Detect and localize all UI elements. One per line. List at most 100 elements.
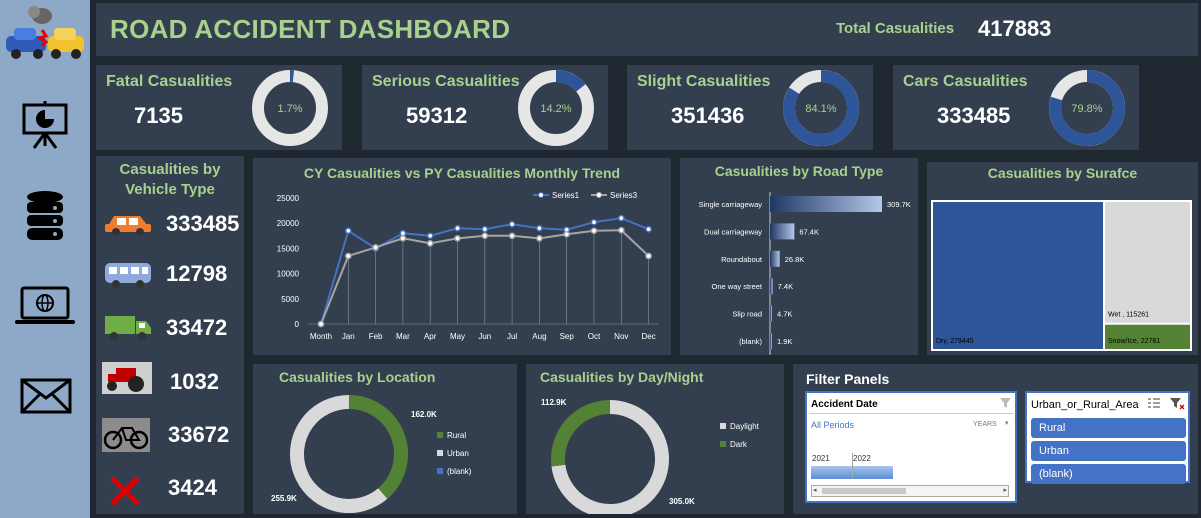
area-option-urban[interactable]: Urban bbox=[1031, 441, 1186, 461]
car-icon bbox=[105, 216, 151, 236]
tractor-icon bbox=[102, 362, 152, 394]
data-point bbox=[645, 225, 652, 233]
area-option-rural[interactable]: Rural bbox=[1031, 418, 1186, 438]
years-dropdown[interactable]: YEARS bbox=[973, 421, 997, 428]
data-point bbox=[508, 232, 516, 240]
presentation-icon[interactable] bbox=[20, 100, 70, 150]
kpi-donut-label: 14.2% bbox=[540, 103, 571, 115]
vehicle-value-car: 333485 bbox=[166, 211, 240, 236]
legend-label: (blank) bbox=[447, 467, 472, 476]
legend-swatch bbox=[437, 468, 443, 474]
data-label: 67.4K bbox=[799, 227, 819, 236]
legend-label: Urban bbox=[447, 449, 469, 458]
legend-marker bbox=[538, 192, 544, 198]
area-slicer[interactable]: Urban_or_Rural_Area Rural Urban (blank) bbox=[1025, 391, 1190, 484]
data-point bbox=[563, 230, 571, 238]
donut-slice-Rural bbox=[348, 395, 408, 499]
data-point bbox=[426, 240, 434, 247]
data-point bbox=[426, 232, 434, 240]
kpi-value: 59312 bbox=[406, 103, 468, 128]
filter-title: Filter Panels bbox=[806, 371, 890, 387]
multi-select-icon[interactable] bbox=[1147, 397, 1161, 410]
kpi-card: Slight Casualities 351436 84.1% bbox=[627, 65, 873, 150]
road-panel: Casualities by Road Type Single carriage… bbox=[680, 158, 918, 355]
trend-panel: CY Casualities vs PY Casualities Monthly… bbox=[253, 158, 671, 355]
vehicle-value-bicycle: 33672 bbox=[168, 422, 230, 447]
bar bbox=[770, 223, 795, 240]
date-slicer-divider bbox=[809, 413, 1013, 414]
data-label: 1.9K bbox=[777, 337, 792, 346]
area-slicer-header: Urban_or_Rural_Area bbox=[1031, 399, 1139, 411]
y-tick-label: 5000 bbox=[281, 295, 299, 304]
scroll-left-icon[interactable]: ◂ bbox=[813, 487, 817, 494]
data-point bbox=[590, 218, 598, 226]
treemap-tile bbox=[933, 202, 1104, 349]
data-point bbox=[536, 234, 543, 242]
bar bbox=[770, 196, 882, 212]
scroll-right-icon[interactable]: ▸ bbox=[1003, 487, 1007, 494]
data-label: 255.9K bbox=[271, 494, 297, 503]
trend-title: CY Casualities vs PY Casualities Monthly… bbox=[303, 165, 621, 181]
vehicle-value-truck: 33472 bbox=[166, 315, 228, 340]
scrollbar-thumb[interactable] bbox=[822, 488, 906, 494]
date-slicer[interactable]: Accident Date All Periods YEARS ▾ 2021 2… bbox=[805, 391, 1017, 503]
kpi-value: 351436 bbox=[671, 103, 745, 128]
data-point bbox=[344, 252, 352, 260]
data-point bbox=[399, 234, 407, 242]
donut-slice-Dark bbox=[551, 400, 611, 467]
year-label-2021: 2021 bbox=[812, 454, 830, 463]
x-tick-label: Feb bbox=[369, 332, 383, 341]
database-icon[interactable] bbox=[24, 190, 66, 242]
kpi-card: Serious Casualities 59312 14.2% bbox=[362, 65, 608, 150]
kpi-donut: 79.8% bbox=[1049, 70, 1125, 146]
laptop-globe-icon[interactable] bbox=[14, 285, 76, 327]
category-label: Slip road bbox=[732, 310, 762, 319]
data-point bbox=[617, 214, 625, 222]
legend-label: Dark bbox=[730, 440, 748, 449]
data-label: 7.4K bbox=[778, 282, 793, 291]
donut-slice-Daylight bbox=[551, 400, 669, 514]
kpi-title: Slight Casualities bbox=[637, 73, 771, 90]
x-tick-label: Nov bbox=[614, 332, 628, 341]
legend-marker bbox=[596, 192, 602, 198]
data-point bbox=[590, 227, 598, 235]
location-chart: 162.0K Rural 255.9K Urban (blank) bbox=[271, 395, 472, 513]
kpi-donut-fill bbox=[555, 70, 586, 92]
kpi-value: 333485 bbox=[937, 103, 1011, 128]
data-point bbox=[481, 232, 489, 240]
surface-treemap: Dry, 279445 Wet , 115261 Snow/Ice, 22781 bbox=[931, 200, 1192, 351]
x-tick-label: Apr bbox=[424, 332, 437, 341]
x-tick-label: May bbox=[450, 332, 465, 341]
legend-swatch bbox=[720, 441, 726, 447]
x-tick-label: Month bbox=[310, 332, 332, 341]
daynight-chart: 305.0K Daylight 112.9K Dark bbox=[541, 398, 760, 514]
header-bar: ROAD ACCIDENT DASHBOARD Total Casualitie… bbox=[96, 3, 1198, 56]
category-label: Dual carriageway bbox=[704, 227, 762, 236]
data-label: 162.0K bbox=[411, 410, 437, 419]
mail-icon[interactable] bbox=[20, 378, 72, 414]
legend-swatch bbox=[437, 432, 443, 438]
data-point bbox=[536, 224, 543, 232]
legend-label: Rural bbox=[447, 431, 466, 440]
x-tick-label: Jan bbox=[342, 332, 355, 341]
chevron-down-icon[interactable]: ▾ bbox=[1005, 420, 1009, 427]
all-periods-label[interactable]: All Periods bbox=[811, 420, 855, 430]
truck-icon bbox=[105, 316, 151, 340]
total-value: 417883 bbox=[978, 16, 1052, 41]
timeline-scrollbar[interactable]: ◂ ▸ bbox=[811, 485, 1009, 497]
surface-title: Casualities by Surafce bbox=[987, 165, 1138, 181]
vehicle-title-line2: Vehicle Type bbox=[125, 181, 215, 198]
x-tick-label: Jul bbox=[507, 332, 517, 341]
road-title: Casualities by Road Type bbox=[714, 163, 884, 179]
surface-panel: Casualities by Surafce Dry, 279445 Wet , … bbox=[927, 162, 1198, 355]
y-tick-label: 15000 bbox=[277, 244, 300, 253]
date-slicer-header: Accident Date bbox=[811, 399, 878, 410]
data-label: 309.7K bbox=[887, 200, 911, 209]
legend-swatch bbox=[437, 450, 443, 456]
area-option-blank[interactable]: (blank) bbox=[1031, 464, 1186, 484]
kpi-donut-fill bbox=[1049, 70, 1125, 146]
clear-filter-icon[interactable] bbox=[999, 397, 1013, 409]
treemap-label: Wet , 115261 bbox=[1108, 312, 1149, 319]
clear-filter-icon[interactable] bbox=[1169, 397, 1185, 410]
category-label: Roundabout bbox=[721, 255, 763, 264]
